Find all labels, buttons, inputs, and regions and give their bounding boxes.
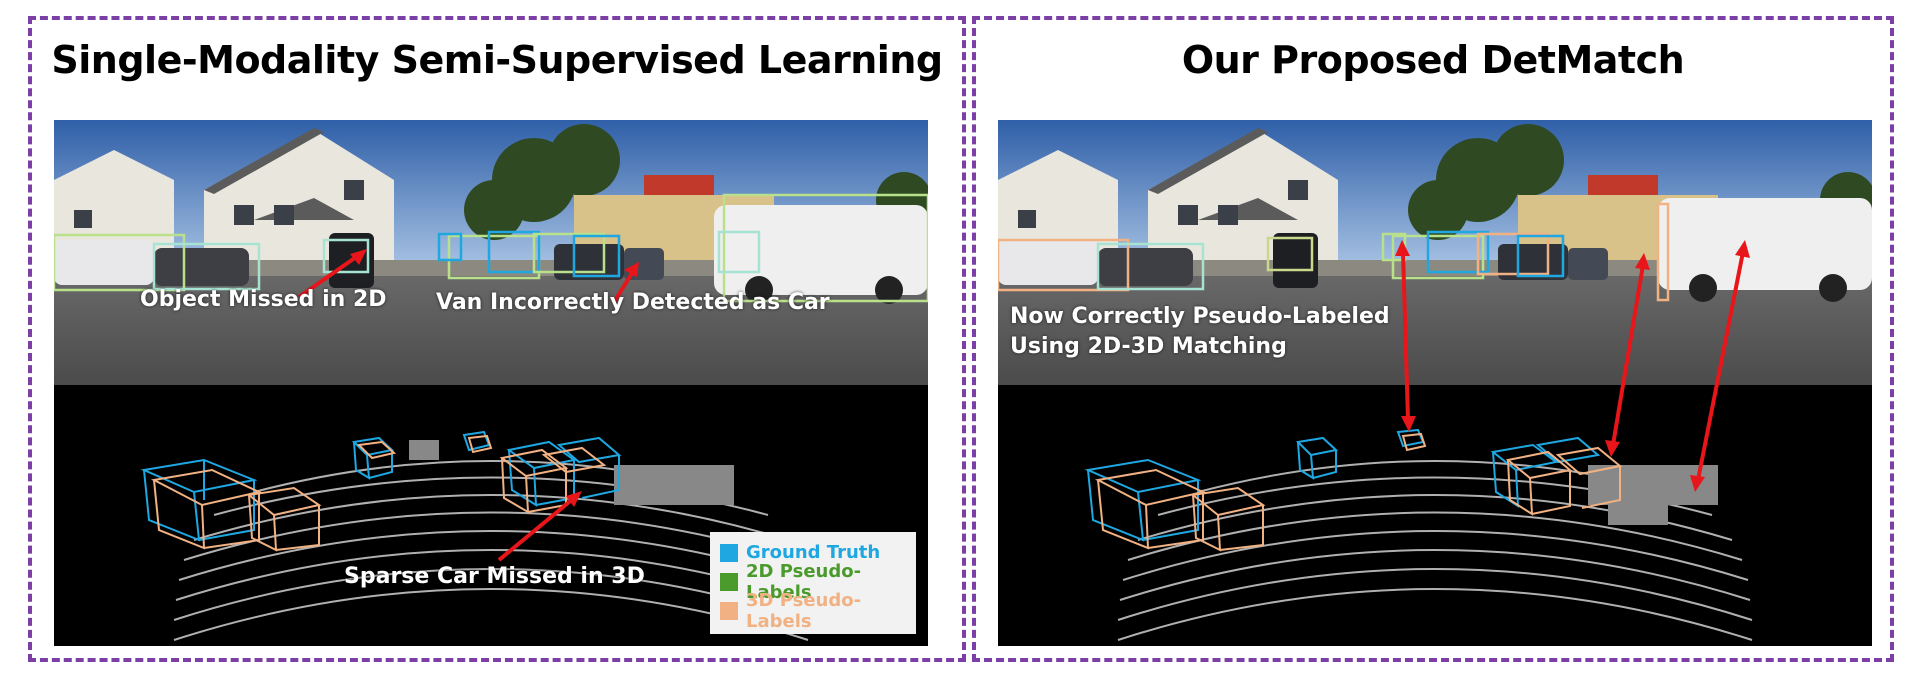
panel-title: Our Proposed DetMatch (1181, 38, 1685, 82)
panel-single-modality: Single-Modality Semi-Supervised Learning (28, 16, 966, 662)
legend-swatch (720, 572, 738, 591)
figure-single-modality: Object Missed in 2D Van Incorrectly Dete… (54, 120, 928, 646)
legend-item-2d-pseudo: 2D Pseudo-Labels (720, 561, 906, 603)
callout-van-wrong: Van Incorrectly Detected as Car (436, 290, 830, 315)
callout-missed-2d: Object Missed in 2D (140, 287, 387, 312)
panel-title: Single-Modality Semi-Supervised Learning (51, 38, 943, 82)
legend-label: Ground Truth (746, 542, 881, 563)
boxes-2d (998, 202, 1670, 302)
red-arrows (297, 249, 639, 562)
callout-sparse-3d: Sparse Car Missed in 3D (344, 564, 645, 589)
shop-sign (644, 175, 714, 197)
scene-detmatch (998, 120, 1872, 646)
panel-detmatch: Our Proposed DetMatch (972, 16, 1894, 662)
callout-correctly-labeled-line2: Using 2D-3D Matching (1010, 334, 1287, 359)
windows (74, 180, 364, 228)
legend: Ground Truth 2D Pseudo-Labels 3D Pseudo-… (710, 532, 916, 634)
legend-item-ground-truth: Ground Truth (720, 538, 906, 567)
lidar-background (998, 385, 1872, 646)
sidewalk (998, 260, 1872, 276)
double-arrows (1395, 240, 1750, 492)
boxes-2d (54, 193, 928, 303)
parked-cars (998, 198, 1872, 302)
shop-sign (1588, 175, 1658, 197)
boxes-3d (1084, 428, 1623, 552)
legend-swatch (720, 601, 738, 620)
windows (1018, 180, 1308, 228)
sidewalk (54, 260, 928, 276)
callout-correctly-labeled-line1: Now Correctly Pseudo-Labeled (1010, 304, 1390, 329)
legend-item-3d-pseudo: 3D Pseudo-Labels (720, 590, 906, 632)
legend-label: 3D Pseudo-Labels (746, 589, 862, 632)
lidar-points (409, 440, 734, 505)
legend-label: 2D Pseudo-Labels (746, 560, 862, 603)
legend-swatch (720, 543, 738, 562)
figure-detmatch: Now Correctly Pseudo-Labeled Using 2D-3D… (998, 120, 1872, 646)
